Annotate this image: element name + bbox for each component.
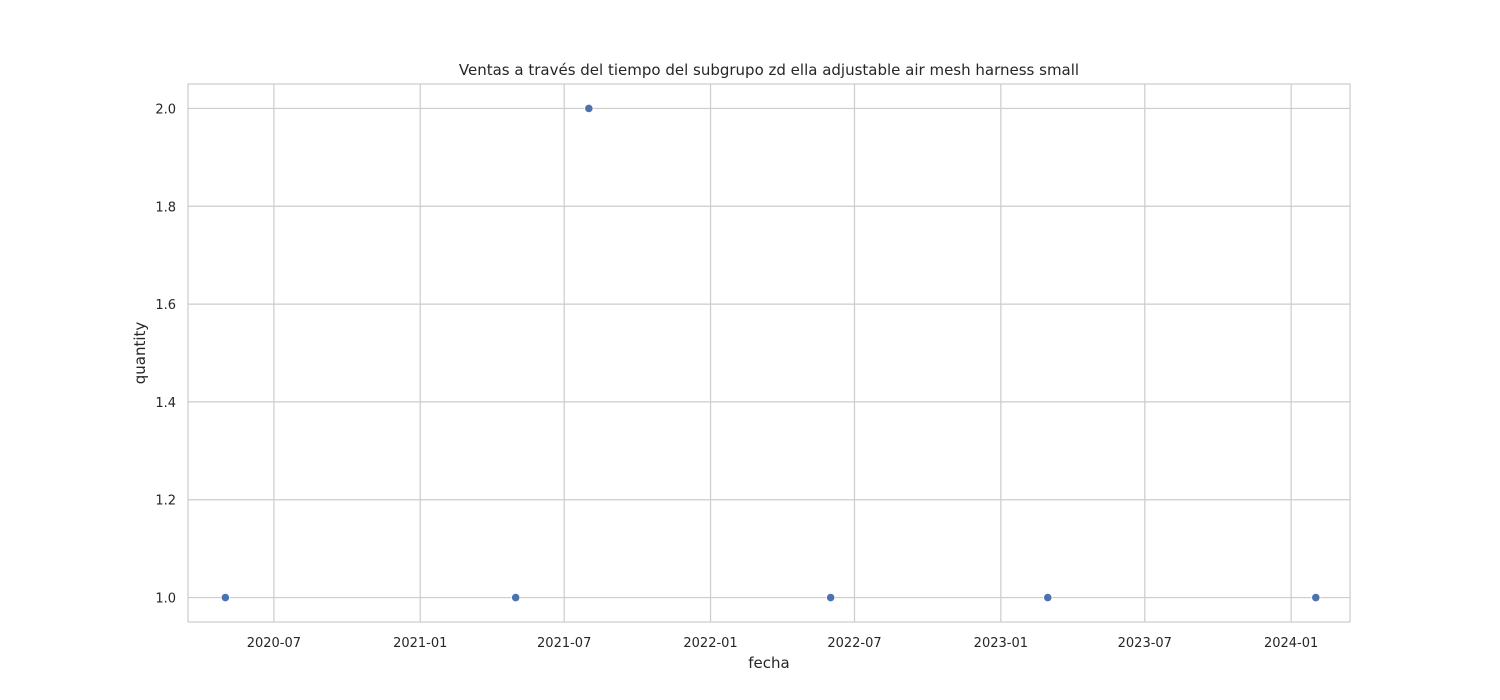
x-tick-labels: 2020-07 2021-01 2021-07 2022-01 2022-07 2023-… <box>247 636 1319 651</box>
plot-frame <box>187 83 1351 623</box>
y-tick-label: 1.2 <box>155 494 176 509</box>
y-tick-label: 2.0 <box>155 102 176 117</box>
y-tick-label: 1.4 <box>155 396 176 411</box>
data-point <box>511 592 521 603</box>
x-tick-label: 2023-01 <box>974 636 1028 651</box>
data-point <box>826 592 836 603</box>
y-tick-label: 1.6 <box>155 298 176 313</box>
y-tick-label: 1.8 <box>155 200 176 215</box>
x-tick-label: 2020-07 <box>247 636 301 651</box>
data-point <box>1043 592 1053 603</box>
data-point <box>220 592 230 603</box>
data-points <box>220 103 1321 603</box>
y-tick-label: 1.0 <box>155 592 176 607</box>
x-tick-label: 2021-07 <box>537 636 591 651</box>
data-point <box>584 103 594 114</box>
y-axis-label: quantity <box>131 322 149 385</box>
x-tick-label: 2022-01 <box>683 636 737 651</box>
x-axis-label: fecha <box>748 654 789 672</box>
y-tick-labels: 1.0 1.2 1.4 1.6 1.8 2.0 <box>155 102 176 606</box>
data-point <box>1311 592 1321 603</box>
x-tick-label: 2023-07 <box>1118 636 1172 651</box>
x-tick-label: 2022-07 <box>827 636 881 651</box>
x-tick-label: 2024-01 <box>1264 636 1318 651</box>
grid-lines <box>188 84 1350 622</box>
x-tick-label: 2021-01 <box>393 636 447 651</box>
chart-title: Ventas a través del tiempo del subgrupo … <box>459 61 1079 79</box>
